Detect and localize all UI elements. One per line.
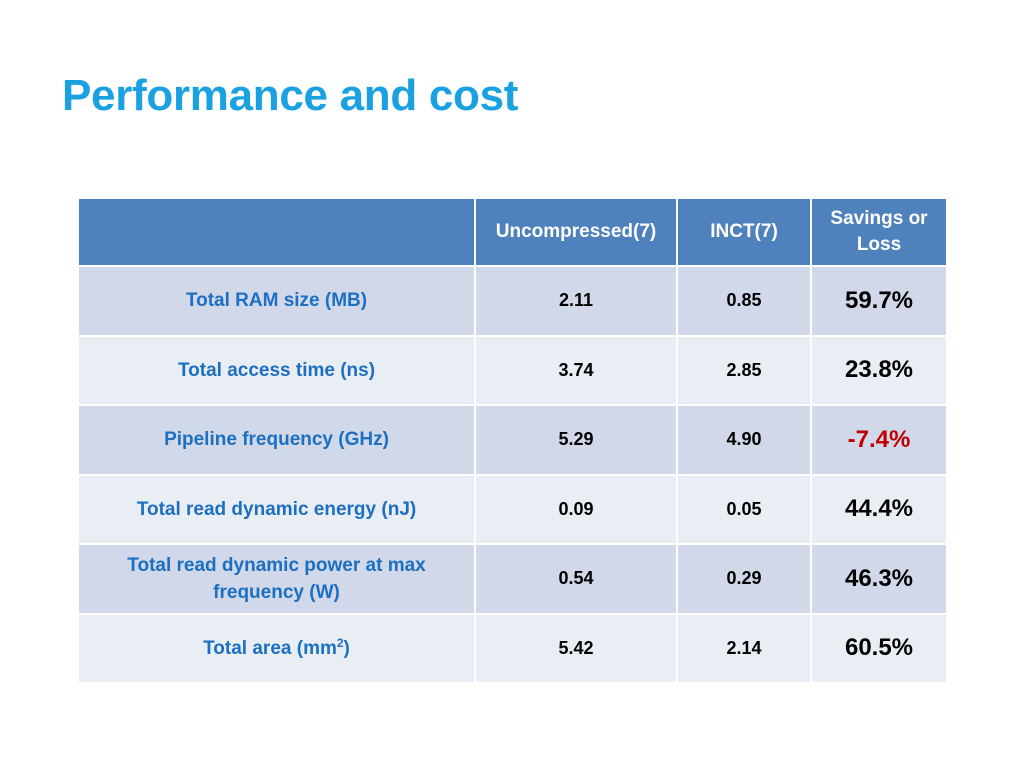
savings-value: -7.4% [810, 404, 948, 476]
row-label: Total RAM size (MB) [77, 265, 476, 337]
row-label: Pipeline frequency (GHz) [77, 404, 476, 476]
row-label-text: Total area (mm [203, 637, 337, 659]
savings-value: 44.4% [810, 473, 948, 545]
uncompressed-value: 5.29 [474, 404, 678, 476]
inct-value: 4.90 [676, 404, 812, 476]
header-uncompressed: Uncompressed(7) [474, 197, 678, 267]
inct-value: 0.29 [676, 543, 812, 615]
table-row: Total area (mm2) 5.42 2.14 60.5% [77, 612, 948, 684]
row-label: Total read dynamic energy (nJ) [77, 473, 476, 545]
uncompressed-value: 0.09 [474, 473, 678, 545]
savings-value: 46.3% [810, 543, 948, 615]
inct-value: 2.85 [676, 334, 812, 406]
savings-value: 23.8% [810, 334, 948, 406]
row-label: Total area (mm2) [77, 612, 476, 684]
uncompressed-value: 0.54 [474, 543, 678, 615]
row-label: Total read dynamic power at max frequenc… [77, 543, 476, 615]
header-savings: Savings or Loss [810, 197, 948, 267]
table-row: Total RAM size (MB) 2.11 0.85 59.7% [77, 265, 948, 337]
row-label: Total access time (ns) [77, 334, 476, 406]
row-label-superscript: 2 [336, 635, 344, 650]
savings-value: 60.5% [810, 612, 948, 684]
header-empty-cell [77, 197, 476, 267]
inct-value: 0.85 [676, 265, 812, 337]
inct-value: 2.14 [676, 612, 812, 684]
uncompressed-value: 2.11 [474, 265, 678, 337]
inct-value: 0.05 [676, 473, 812, 545]
performance-cost-table: Uncompressed(7) INCT(7) Savings or Loss … [77, 197, 948, 684]
savings-value: 59.7% [810, 265, 948, 337]
table-row: Total read dynamic power at max frequenc… [77, 543, 948, 615]
table-row: Total read dynamic energy (nJ) 0.09 0.05… [77, 473, 948, 545]
slide-title: Performance and cost [62, 71, 519, 120]
uncompressed-value: 5.42 [474, 612, 678, 684]
table-row: Pipeline frequency (GHz) 5.29 4.90 -7.4% [77, 404, 948, 476]
row-label-suffix: ) [343, 637, 350, 659]
table-row: Total access time (ns) 3.74 2.85 23.8% [77, 334, 948, 406]
uncompressed-value: 3.74 [474, 334, 678, 406]
header-inct: INCT(7) [676, 197, 812, 267]
table-header-row: Uncompressed(7) INCT(7) Savings or Loss [77, 197, 948, 267]
